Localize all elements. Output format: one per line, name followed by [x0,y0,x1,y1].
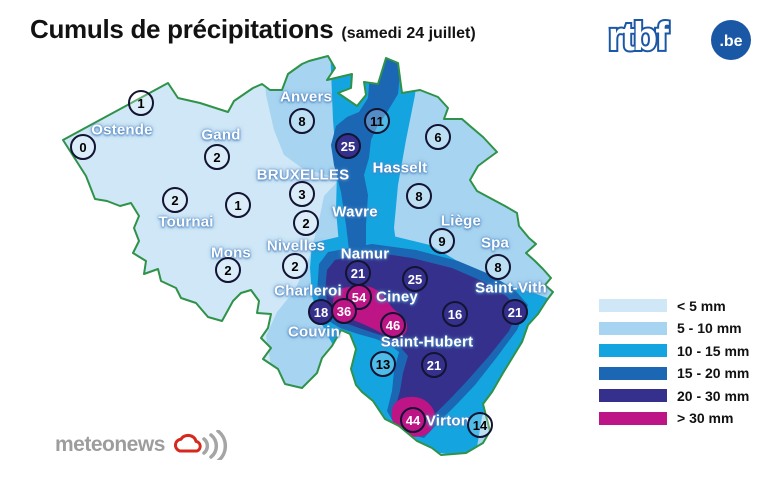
city-label-namur: Namur [340,245,390,263]
precipitation-value-marker: 14 [467,412,493,438]
rtbf-logo-icon: rtbf .be [606,13,751,61]
rtbf-logo-suffix: .be [719,33,742,50]
city-label-bruxelles: BRUXELLES [256,166,350,184]
city-label-ostende: Ostende [91,121,153,139]
legend-row-4: 20 - 30 mm [599,387,749,404]
title-row: Cumuls de précipitations (samedi 24 juil… [30,14,476,45]
legend-label: > 30 mm [677,410,734,426]
precipitation-value-marker: 54 [346,284,372,310]
city-label-tournai: Tournai [158,213,214,231]
legend-label: 5 - 10 mm [677,320,742,336]
legend-label: 20 - 30 mm [677,387,750,404]
precipitation-value-marker: 2 [162,187,188,213]
legend-row-5: > 30 mm [599,410,749,427]
legend-label: < 5 mm [677,297,726,314]
precipitation-value-marker: 36 [331,298,357,324]
page-subtitle: (samedi 24 juillet) [341,25,476,42]
legend-swatch [599,321,667,335]
legend-label: 10 - 15 mm [677,342,750,359]
rtbf-logo-text: rtbf [608,15,669,59]
precipitation-value-marker: 46 [380,312,406,338]
precipitation-value-marker: 11 [364,108,390,134]
city-label-mons: Mons [211,244,251,262]
precipitation-value-marker: 8 [406,183,432,209]
meteonews-cloud-icon [173,430,227,460]
precipitation-value-marker: 1 [128,90,154,116]
rtbf-logo-disc [711,20,751,60]
precipitation-value-marker: 3 [289,181,315,207]
precipitation-value-marker: 44 [400,407,426,433]
precipitation-value-marker: 6 [425,124,451,150]
precipitation-value-marker: 25 [402,266,428,292]
precipitation-value-marker: 2 [215,257,241,283]
precipitation-value-marker: 2 [293,210,319,236]
precipitation-value-marker: 0 [70,134,96,160]
precipitation-legend: < 5 mm 5 - 10 mm 10 - 15 mm 15 - 20 mm 20 - … [599,297,749,432]
precipitation-value-marker: 18 [308,299,334,325]
rtbf-logo: rtbf .be [606,12,754,62]
city-label-hasselt: Hasselt [372,159,428,177]
legend-swatch [599,366,667,380]
precipitation-value-marker: 2 [204,144,230,170]
city-label-charleroi: Charleroi [274,282,342,300]
precipitation-value-marker: 8 [289,108,315,134]
meteonews-logo: meteonews [55,430,232,460]
city-label-saint-hubert: Saint-Hubert [380,333,474,351]
precipitation-value-marker: 21 [345,260,371,286]
precipitation-value-marker: 1 [225,192,251,218]
precipitation-value-marker: 9 [429,228,455,254]
legend-swatch [599,299,667,312]
city-label-virton: Virton [425,412,471,430]
cloud-glyph [173,433,202,453]
precipitation-value-marker: 13 [370,351,396,377]
precipitation-value-marker: 21 [502,299,528,325]
precipitation-value-marker: 21 [421,352,447,378]
precipitation-value-marker: 25 [335,133,361,159]
signal-waves-glyph [202,430,227,460]
legend-row-3: 15 - 20 mm [599,365,749,382]
precipitation-value-marker: 2 [282,253,308,279]
city-label-ciney: Ciney [376,288,418,306]
legend-row-1: 5 - 10 mm [599,320,749,337]
city-label-spa: Spa [480,234,510,252]
precipitation-value-marker: 8 [485,254,511,280]
page-title: Cumuls de précipitations [30,14,334,44]
belgium-border [62,55,554,456]
legend-row-0: < 5 mm [599,297,749,314]
city-label-saint-vith: Saint-Vith [475,279,547,297]
city-label-gand: Gand [201,126,241,144]
city-label-liège: Liège [440,212,482,230]
meteonews-logo-text: meteonews [55,433,165,456]
legend-swatch [599,344,667,357]
legend-row-2: 10 - 15 mm [599,342,749,359]
region-15-20mm-wavre-band [331,56,402,258]
legend-swatch [599,389,667,402]
legend-label: 15 - 20 mm [677,365,750,381]
city-label-couvin: Couvin [287,323,341,341]
city-label-wavre: Wavre [332,203,378,221]
city-label-nivelles: Nivelles [266,237,326,255]
legend-swatch [599,411,667,425]
precipitation-value-marker: 16 [442,301,468,327]
city-label-anvers: Anvers [279,88,333,106]
